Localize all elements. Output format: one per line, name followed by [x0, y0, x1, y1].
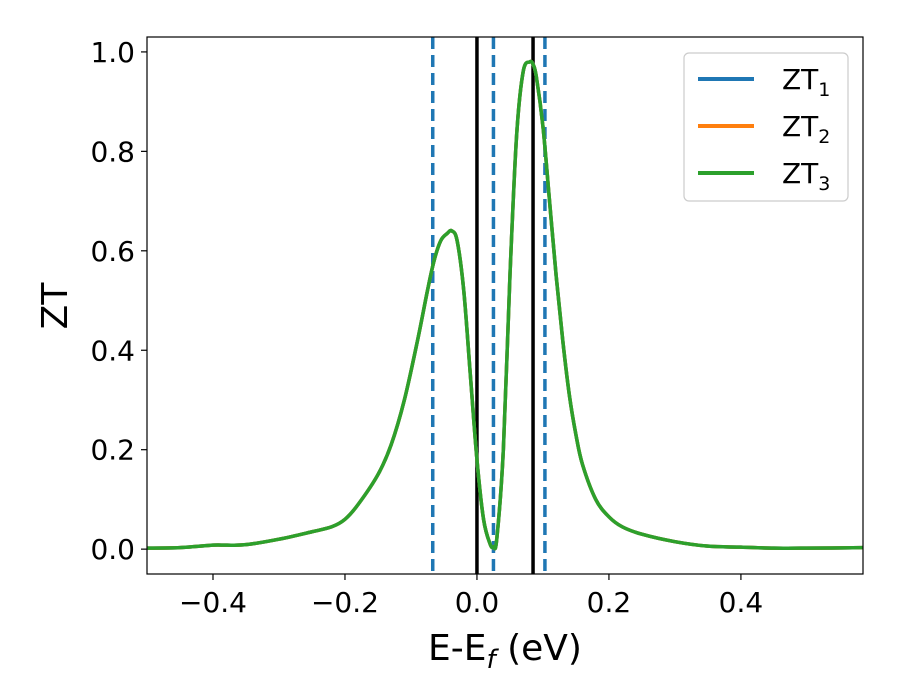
x-tick-label: 0.2: [587, 586, 632, 619]
y-tick-label: 0.8: [90, 135, 135, 168]
axes: −0.4 −0.2 0.0 0.2 0.4 0.0 0.2 0.4 0.6 0.8 1.0: [90, 36, 864, 619]
legend-label-1: ZT1: [782, 63, 830, 101]
y-tick-label: 1.0: [90, 36, 135, 69]
legend-label-2: ZT2: [782, 110, 830, 148]
x-tick-label: 0.4: [719, 586, 764, 619]
y-tick-label: 0.6: [90, 235, 135, 268]
y-tick-label: 0.0: [90, 533, 135, 566]
x-axis-title: E-Ef (eV): [428, 628, 582, 675]
x-tick-label: −0.2: [311, 586, 379, 619]
series-line-3: [147, 59, 863, 551]
vertical-lines: [430, 37, 547, 574]
y-axis-title: ZT: [35, 282, 76, 330]
legend: ZT1 ZT2 ZT3: [683, 52, 849, 202]
legend-label-3: ZT3: [782, 157, 830, 195]
x-tick-label: 0.0: [455, 586, 500, 619]
y-tick-label: 0.2: [90, 434, 135, 467]
plot-frame: [146, 36, 864, 575]
x-tick-label: −0.4: [179, 586, 247, 619]
series-lines: [147, 59, 863, 551]
y-tick-label: 0.4: [90, 334, 135, 367]
legend-box: [683, 52, 849, 202]
